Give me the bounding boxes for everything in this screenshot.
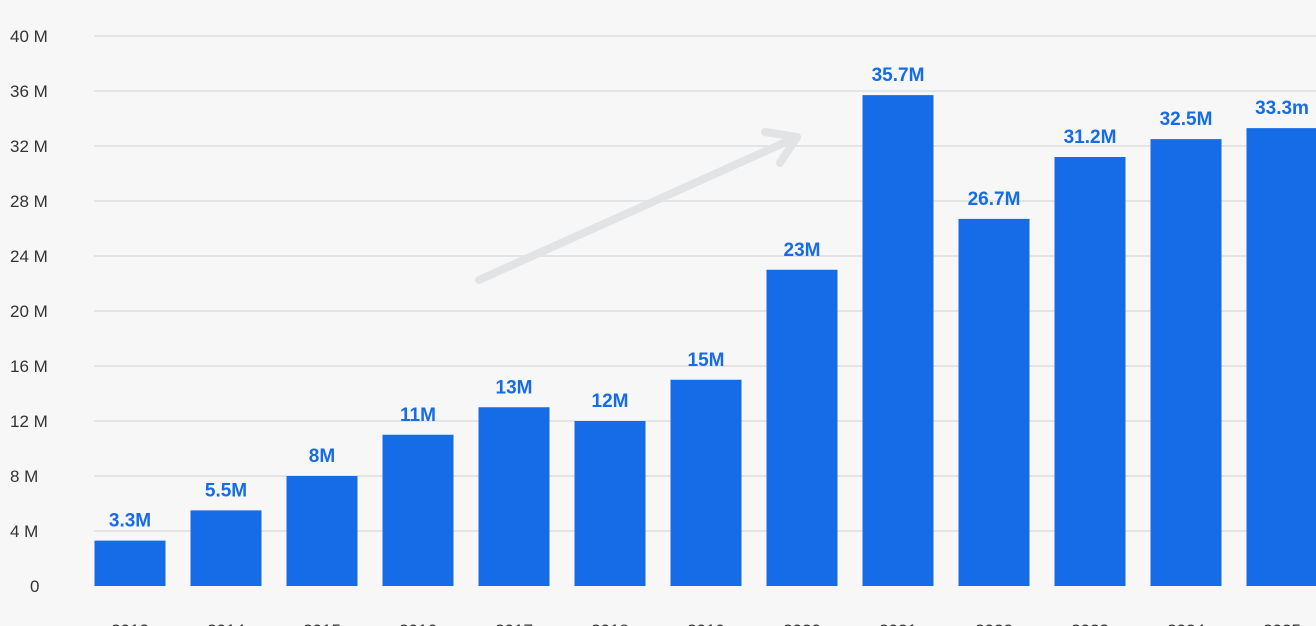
bar-2014 bbox=[190, 510, 262, 586]
data-label-2015: 8M bbox=[309, 446, 335, 467]
bar-2018 bbox=[574, 421, 646, 586]
data-label-2020: 23M bbox=[784, 240, 821, 261]
data-label-2014: 5.5M bbox=[205, 480, 247, 501]
data-labels: 3.3M 5.5M 8M 11M 13M 12M 15M 23M 35.7M 26.7M 31.2M… bbox=[109, 65, 1309, 532]
y-tick-label: 12 M bbox=[10, 412, 48, 431]
bars bbox=[94, 95, 1316, 586]
data-label-2025: 33.3m bbox=[1255, 98, 1309, 119]
bar-2021 bbox=[862, 95, 934, 586]
bar-2019 bbox=[670, 379, 742, 586]
y-axis-ticks: 0 4 M 8 M 12 M 16 M 20 M 24 M 28 M 32 M 36 M 40 M bbox=[10, 27, 48, 596]
trend-arrow bbox=[475, 128, 801, 284]
x-tick-label-2021: 2021 bbox=[879, 621, 917, 626]
data-label-2018: 12M bbox=[592, 391, 629, 412]
x-axis-ticks: 2013 2014 2015 2016 2017 2018 2019 2020 2021 2022… bbox=[111, 621, 1301, 626]
y-tick-label: 16 M bbox=[10, 357, 48, 376]
x-tick-label-2024: 2024 bbox=[1167, 621, 1205, 626]
bar-2016 bbox=[382, 434, 454, 586]
data-label-2021: 35.7M bbox=[872, 65, 925, 86]
data-label-2016: 11M bbox=[400, 405, 436, 426]
y-tick-label: 0 bbox=[30, 577, 39, 596]
x-tick-label-2015: 2015 bbox=[303, 621, 341, 626]
bar-2013 bbox=[94, 540, 166, 586]
y-tick-label: 4 M bbox=[10, 522, 38, 541]
x-tick-label-2020: 2020 bbox=[783, 621, 821, 626]
trend-arrow-shaft bbox=[475, 133, 801, 284]
data-label-2013: 3.3M bbox=[109, 511, 151, 532]
data-label-2017: 13M bbox=[496, 377, 533, 398]
bar-2022 bbox=[958, 218, 1030, 586]
y-tick-label: 40 M bbox=[10, 27, 48, 46]
y-tick-label: 36 M bbox=[10, 82, 48, 101]
data-label-2023: 31.2M bbox=[1064, 127, 1117, 148]
x-tick-label-2016: 2016 bbox=[399, 621, 437, 626]
data-label-2024: 32.5M bbox=[1160, 109, 1213, 130]
x-tick-label-2022: 2022 bbox=[975, 621, 1013, 626]
bar-2020 bbox=[766, 269, 838, 586]
bar-2025 bbox=[1246, 128, 1316, 586]
trend-arrow-head bbox=[761, 128, 801, 167]
data-label-2022: 26.7M bbox=[968, 189, 1021, 210]
x-tick-label-2019: 2019 bbox=[687, 621, 725, 626]
x-tick-label-2017: 2017 bbox=[495, 621, 533, 626]
x-tick-label-2014: 2014 bbox=[207, 621, 245, 626]
y-tick-label: 20 M bbox=[10, 302, 48, 321]
x-tick-label-2018: 2018 bbox=[591, 621, 629, 626]
x-tick-label-2023: 2023 bbox=[1071, 621, 1109, 626]
x-tick-label-2025: 2025 bbox=[1263, 621, 1301, 626]
y-tick-label: 8 M bbox=[10, 467, 38, 486]
bar-2024 bbox=[1150, 139, 1222, 586]
bar-2017 bbox=[478, 407, 550, 586]
bar-2015 bbox=[286, 476, 358, 586]
data-label-2019: 15M bbox=[688, 350, 725, 371]
y-tick-label: 24 M bbox=[10, 247, 48, 266]
y-tick-label: 28 M bbox=[10, 192, 48, 211]
x-tick-label-2013: 2013 bbox=[111, 621, 149, 626]
bar-2023 bbox=[1054, 157, 1126, 586]
y-tick-label: 32 M bbox=[10, 137, 48, 156]
